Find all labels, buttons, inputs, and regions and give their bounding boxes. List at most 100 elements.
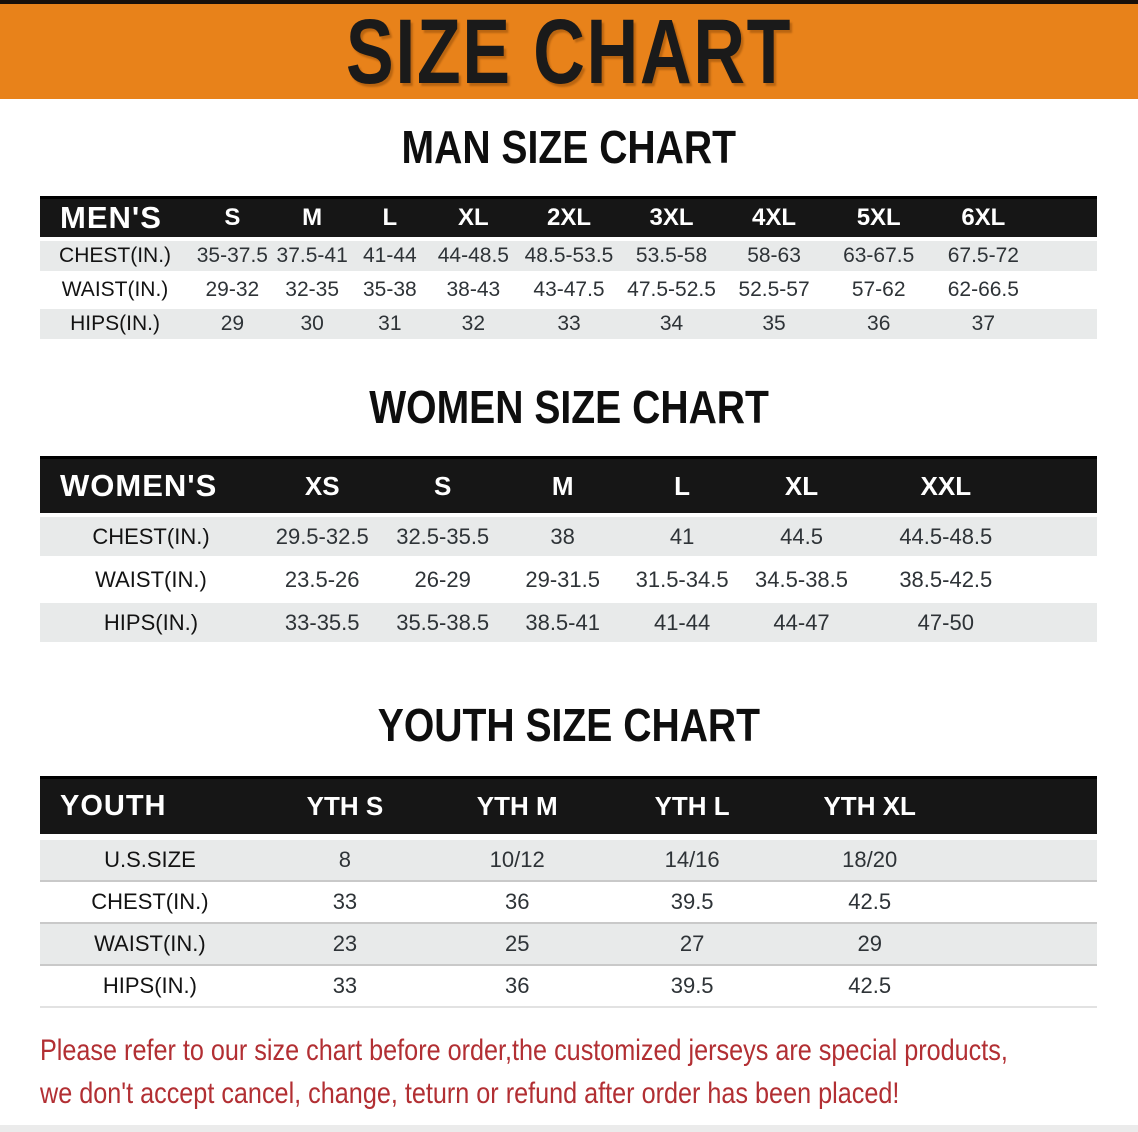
- size-column-header: 2XL: [516, 196, 622, 241]
- size-column-header: 3XL: [621, 196, 722, 241]
- size-column-header: XL: [430, 196, 517, 241]
- size-value-cell: 52.5-57: [721, 275, 827, 309]
- size-value-cell: 33: [516, 309, 622, 343]
- disclaimer-line-1: Please refer to our size chart before or…: [40, 1034, 1008, 1067]
- size-value-cell: 63-67.5: [826, 241, 932, 275]
- table-row: WAIST(IN.) 23.5-26 26-29 29-31.5 31.5-34…: [40, 560, 1097, 603]
- size-column-header: 5XL: [826, 196, 932, 241]
- size-value-cell: 8: [259, 840, 431, 882]
- size-value-cell: 29: [190, 309, 275, 343]
- empty-cell: [1035, 241, 1097, 275]
- size-value-cell: 26-29: [382, 560, 503, 603]
- size-column-header: M: [274, 196, 350, 241]
- youth-corner-label: YOUTH: [40, 776, 260, 840]
- table-row: CHEST(IN.) 33 36 39.5 42.5: [40, 882, 1097, 924]
- size-value-cell: 18/20: [779, 840, 960, 882]
- size-value-cell: 35.5-38.5: [382, 603, 503, 646]
- size-column-header: L: [349, 196, 431, 241]
- table-row: WAIST(IN.) 29-32 32-35 35-38 38-43 43-47…: [40, 275, 1097, 309]
- size-value-cell: 38.5-41: [502, 603, 623, 646]
- size-value-cell: 48.5-53.5: [516, 241, 622, 275]
- empty-cell: [1030, 517, 1097, 560]
- size-value-cell: 44-47: [741, 603, 862, 646]
- table-row: WAIST(IN.) 23 25 27 29: [40, 924, 1097, 966]
- size-value-cell: 39.5: [604, 882, 780, 924]
- size-value-cell: 14/16: [604, 840, 780, 882]
- size-column-header: XL: [741, 456, 862, 517]
- size-value-cell: 37: [931, 309, 1036, 343]
- size-value-cell: 62-66.5: [931, 275, 1036, 309]
- table-row: CHEST(IN.) 35-37.5 37.5-41 41-44 44-48.5…: [40, 241, 1097, 275]
- row-label: HIPS(IN.): [40, 309, 191, 343]
- size-value-cell: 38: [502, 517, 623, 560]
- disclaimer-note: Please refer to our size chart before or…: [40, 1030, 1138, 1115]
- women-header-row: WOMEN'S XS S M L XL XXL: [40, 456, 1097, 517]
- size-value-cell: 38.5-42.5: [861, 560, 1031, 603]
- men-section-heading: MAN SIZE CHART: [0, 124, 1138, 170]
- size-value-cell: 34.5-38.5: [741, 560, 862, 603]
- disclaimer-line-2: we don't accept cancel, change, teturn o…: [40, 1076, 900, 1110]
- youth-size-table: YOUTH YTH S YTH M YTH L YTH XL U.S.SIZE …: [40, 776, 1097, 1008]
- size-value-cell: 36: [826, 309, 932, 343]
- size-value-cell: 32.5-35.5: [382, 517, 503, 560]
- size-column-header: YTH XL: [779, 776, 960, 840]
- women-size-table: WOMEN'S XS S M L XL XXL CHEST(IN.) 29.5-…: [40, 456, 1097, 646]
- size-column-header: M: [502, 456, 623, 517]
- row-label: HIPS(IN.): [40, 603, 262, 646]
- row-label: CHEST(IN.): [40, 517, 262, 560]
- size-value-cell: 58-63: [721, 241, 827, 275]
- row-label: U.S.SIZE: [40, 840, 260, 882]
- size-value-cell: 33: [259, 966, 431, 1008]
- size-value-cell: 41-44: [622, 603, 742, 646]
- women-section-heading-text: WOMEN SIZE CHART: [369, 381, 769, 433]
- size-value-cell: 23.5-26: [261, 560, 383, 603]
- row-label: WAIST(IN.): [40, 560, 262, 603]
- empty-cell: [959, 840, 1097, 882]
- size-chart-banner: SIZE CHART: [0, 0, 1138, 99]
- row-label: CHEST(IN.): [40, 241, 191, 275]
- row-label: HIPS(IN.): [40, 966, 260, 1008]
- size-value-cell: 29-32: [190, 275, 275, 309]
- size-value-cell: 27: [604, 924, 780, 966]
- table-row: HIPS(IN.) 33 36 39.5 42.5: [40, 966, 1097, 1008]
- size-value-cell: 34: [621, 309, 722, 343]
- size-value-cell: 33: [259, 882, 431, 924]
- men-header-row: MEN'S S M L XL 2XL 3XL 4XL 5XL 6XL: [40, 196, 1097, 241]
- youth-section-heading-text: YOUTH SIZE CHART: [377, 699, 761, 751]
- size-value-cell: 29.5-32.5: [261, 517, 383, 560]
- men-size-table: MEN'S S M L XL 2XL 3XL 4XL 5XL 6XL CHEST…: [40, 196, 1097, 343]
- size-value-cell: 67.5-72: [931, 241, 1036, 275]
- size-value-cell: 35: [721, 309, 827, 343]
- row-label: WAIST(IN.): [40, 275, 191, 309]
- bottom-edge-strip: [0, 1125, 1138, 1132]
- size-column-header: 4XL: [721, 196, 827, 241]
- size-column-header: XXL: [861, 456, 1031, 517]
- size-value-cell: 42.5: [779, 966, 960, 1008]
- empty-cell: [1030, 603, 1097, 646]
- women-corner-label: WOMEN'S: [40, 456, 262, 517]
- size-value-cell: 29: [779, 924, 960, 966]
- size-column-header: YTH M: [430, 776, 605, 840]
- size-value-cell: 33-35.5: [261, 603, 383, 646]
- empty-cell: [959, 776, 1097, 840]
- size-value-cell: 37.5-41: [274, 241, 350, 275]
- size-column-header: 6XL: [931, 196, 1036, 241]
- youth-header-row: YOUTH YTH S YTH M YTH L YTH XL: [40, 776, 1097, 840]
- size-value-cell: 36: [430, 882, 605, 924]
- size-value-cell: 57-62: [826, 275, 932, 309]
- size-column-header: S: [190, 196, 275, 241]
- size-value-cell: 32-35: [274, 275, 350, 309]
- men-corner-label: MEN'S: [40, 196, 191, 241]
- empty-cell: [959, 882, 1097, 924]
- women-section-heading: WOMEN SIZE CHART: [0, 384, 1138, 430]
- size-value-cell: 29-31.5: [502, 560, 623, 603]
- size-column-header: L: [622, 456, 742, 517]
- row-label: CHEST(IN.): [40, 882, 260, 924]
- size-value-cell: 10/12: [430, 840, 605, 882]
- empty-cell: [959, 966, 1097, 1008]
- empty-cell: [1035, 196, 1097, 241]
- youth-section-heading: YOUTH SIZE CHART: [0, 702, 1138, 748]
- table-row: HIPS(IN.) 29 30 31 32 33 34 35 36 37: [40, 309, 1097, 343]
- size-value-cell: 53.5-58: [621, 241, 722, 275]
- empty-cell: [959, 924, 1097, 966]
